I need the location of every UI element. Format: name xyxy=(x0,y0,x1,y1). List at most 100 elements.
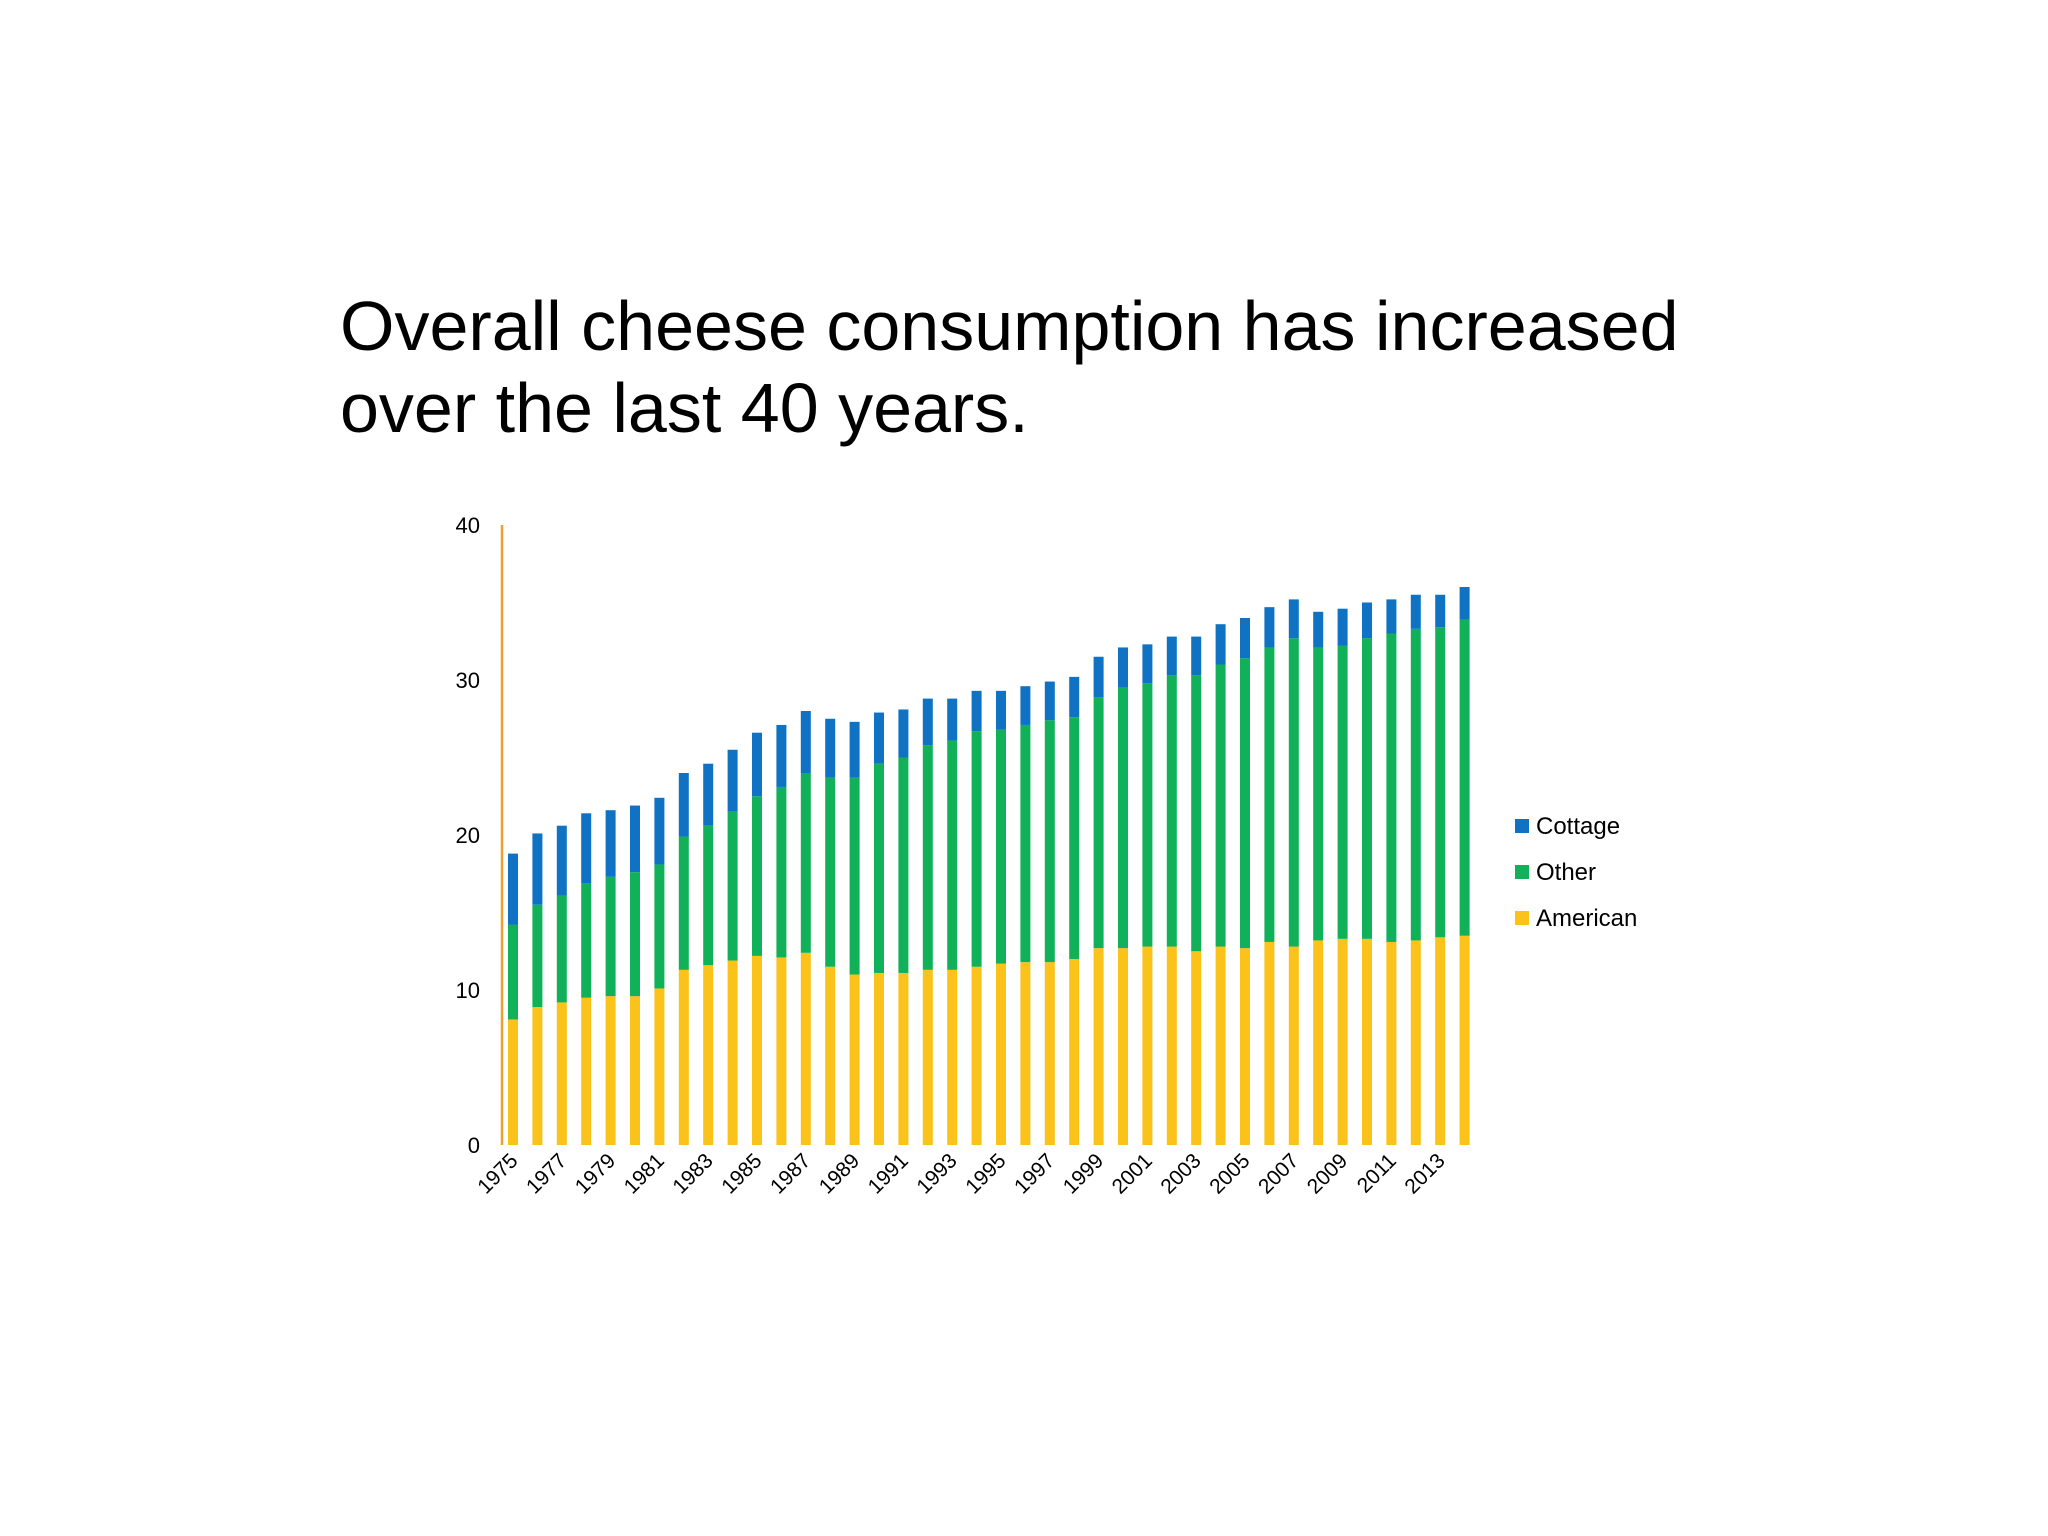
bar-american-2010 xyxy=(1362,938,1372,1145)
bar-other-2013 xyxy=(1435,627,1446,938)
bar-other-1979 xyxy=(605,876,616,997)
bar-american-2001 xyxy=(1142,946,1153,1145)
bar-cottage-1994 xyxy=(971,690,982,732)
legend-label-american: American xyxy=(1536,905,1637,932)
bar-american-2014 xyxy=(1459,935,1470,1145)
bar-other-1997 xyxy=(1044,720,1055,963)
bar-american-1989 xyxy=(849,974,860,1145)
bar-other-1976 xyxy=(532,904,543,1008)
bar-american-1983 xyxy=(703,965,714,1145)
bar-cottage-2009 xyxy=(1337,608,1348,646)
bar-american-1981 xyxy=(654,988,665,1145)
bar-other-2014 xyxy=(1459,619,1470,936)
bar-american-1996 xyxy=(1020,962,1031,1145)
bar-other-2008 xyxy=(1313,647,1324,941)
bar-cottage-1986 xyxy=(776,724,787,787)
bar-american-1985 xyxy=(752,955,762,1145)
x-tick-label-1995: 1995 xyxy=(961,1149,1010,1198)
bar-cottage-2007 xyxy=(1288,599,1299,639)
bar-cottage-1999 xyxy=(1093,656,1104,698)
x-tick-label-1991: 1991 xyxy=(864,1149,913,1198)
bar-american-1990 xyxy=(874,972,884,1145)
legend-label-cottage: Cottage xyxy=(1536,813,1620,840)
bar-american-1988 xyxy=(825,966,836,1145)
x-tick-label-2007: 2007 xyxy=(1254,1149,1303,1198)
x-tick-label-1981: 1981 xyxy=(620,1149,669,1198)
bar-other-1999 xyxy=(1093,697,1104,949)
bar-cottage-1996 xyxy=(1020,686,1031,725)
x-tick-label-1999: 1999 xyxy=(1059,1149,1108,1198)
bar-american-2013 xyxy=(1435,937,1446,1145)
bar-other-1992 xyxy=(922,745,933,970)
bar-other-1995 xyxy=(996,729,1006,964)
y-tick-label-20: 20 xyxy=(456,823,480,848)
x-tick-label-1977: 1977 xyxy=(522,1149,571,1198)
bar-cottage-2011 xyxy=(1386,599,1397,634)
bar-other-2002 xyxy=(1166,675,1177,947)
bar-other-1996 xyxy=(1020,724,1031,963)
bar-cottage-1991 xyxy=(898,709,909,758)
y-tick-labels: 0 10 20 30 40 xyxy=(456,513,480,1158)
bar-american-1995 xyxy=(996,963,1006,1145)
bar-cottage-2012 xyxy=(1410,594,1421,629)
bar-cottage-2014 xyxy=(1459,587,1470,620)
bar-cottage-1975 xyxy=(508,853,518,925)
bar-american-1992 xyxy=(922,969,933,1145)
x-tick-label-2009: 2009 xyxy=(1303,1149,1352,1198)
bar-american-1991 xyxy=(898,972,909,1145)
bar-american-1976 xyxy=(532,1007,543,1145)
bar-american-1993 xyxy=(947,969,958,1145)
x-tick-label-2003: 2003 xyxy=(1156,1149,1205,1198)
x-tick-label-1997: 1997 xyxy=(1010,1149,1059,1198)
bar-american-2007 xyxy=(1288,946,1299,1145)
bar-cottage-2002 xyxy=(1166,636,1177,676)
x-tick-label-2005: 2005 xyxy=(1205,1149,1254,1198)
bar-other-1991 xyxy=(898,757,909,973)
legend-label-other: Other xyxy=(1536,859,1596,886)
bar-other-1978 xyxy=(581,883,592,998)
bar-other-2000 xyxy=(1118,687,1128,949)
bar-cottage-1989 xyxy=(849,721,860,778)
bar-cottage-1977 xyxy=(556,825,567,896)
bar-cottage-2003 xyxy=(1191,636,1202,676)
bar-american-1980 xyxy=(630,996,640,1145)
x-tick-label-2013: 2013 xyxy=(1400,1149,1449,1198)
x-tick-label-1983: 1983 xyxy=(668,1149,717,1198)
y-tick-label-10: 10 xyxy=(456,978,480,1003)
bar-cottage-2004 xyxy=(1215,624,1226,665)
x-tick-label-2001: 2001 xyxy=(1108,1149,1157,1198)
bar-cottage-1995 xyxy=(996,690,1006,730)
bar-other-2001 xyxy=(1142,683,1153,947)
bar-other-1988 xyxy=(825,777,836,967)
legend-swatch-american xyxy=(1515,911,1529,925)
bar-other-2012 xyxy=(1410,628,1421,941)
bar-cottage-1992 xyxy=(922,698,933,746)
y-tick-label-30: 30 xyxy=(456,668,480,693)
bar-american-1982 xyxy=(678,969,689,1145)
bar-other-2011 xyxy=(1386,633,1397,942)
x-tick-label-1993: 1993 xyxy=(912,1149,961,1198)
bar-cottage-2001 xyxy=(1142,644,1153,684)
bar-american-1979 xyxy=(605,996,616,1145)
bar-cottage-1984 xyxy=(727,749,738,812)
bar-american-2011 xyxy=(1386,941,1397,1145)
x-tick-labels: 1975 1977 1979 1981 1983 1985 1987 1989 1991 1993… xyxy=(473,1149,1449,1198)
legend-swatch-cottage xyxy=(1515,819,1529,833)
bar-other-2007 xyxy=(1288,638,1299,947)
bar-cottage-2005 xyxy=(1240,618,1250,659)
bar-american-2003 xyxy=(1191,951,1202,1145)
x-tick-label-1985: 1985 xyxy=(717,1149,766,1198)
bar-cottage-1987 xyxy=(800,711,811,773)
bar-other-2009 xyxy=(1337,645,1348,939)
bar-cottage-1990 xyxy=(874,712,884,764)
bar-cottage-1980 xyxy=(630,805,640,873)
bar-american-1986 xyxy=(776,957,787,1145)
legend-swatch-other xyxy=(1515,865,1529,879)
bar-cottage-1983 xyxy=(703,763,714,826)
bar-american-2005 xyxy=(1240,948,1250,1145)
bar-american-2000 xyxy=(1118,948,1128,1145)
bar-american-2008 xyxy=(1313,940,1324,1145)
bar-cottage-2013 xyxy=(1435,594,1446,628)
